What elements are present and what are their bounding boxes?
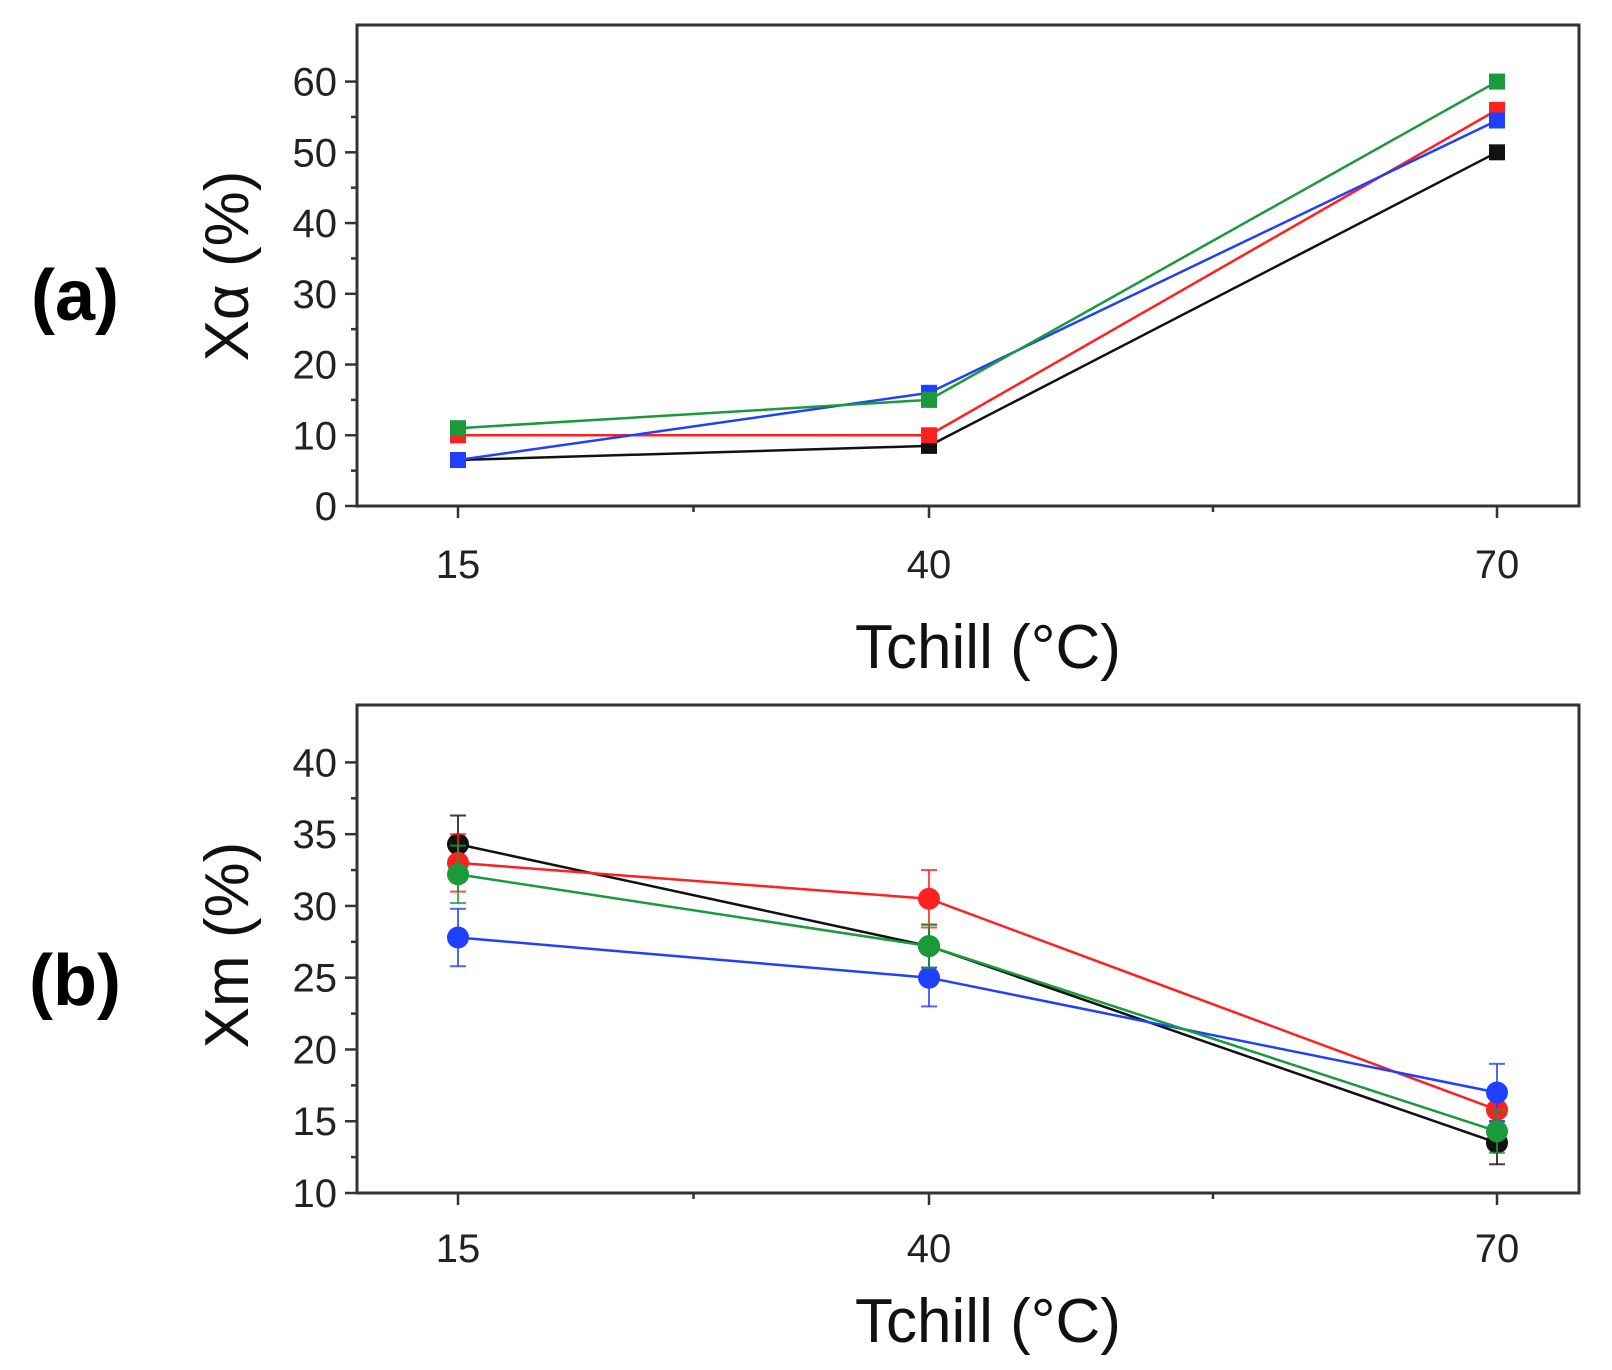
- panel-b: 10 15 20 25 30 35 40 15 40 70 Tchill (°C) Xm (%) (b): [29, 703, 1581, 1356]
- data-point: [921, 391, 937, 408]
- y-tick-label: 20: [293, 344, 338, 388]
- y-tick-label: 0: [315, 485, 337, 529]
- x-tick-label: 40: [907, 543, 952, 587]
- x-tick-label: 70: [1475, 543, 1520, 587]
- series-green: [447, 844, 1508, 1154]
- series-line-red: [458, 108, 1498, 437]
- x-axis-title: Tchill (°C): [855, 613, 1121, 682]
- series-black: [447, 814, 1508, 1166]
- data-point: [1489, 73, 1505, 90]
- series-line-black: [457, 843, 1498, 1144]
- y-tick-label: 60: [293, 61, 338, 105]
- y-tick-label: 40: [293, 741, 338, 785]
- data-point: [450, 420, 466, 437]
- panel-a: 0 10 20 30 40 50 60 15 40 70 Tchill (°C) Xα (%) (a): [31, 23, 1581, 682]
- data-point: [918, 935, 940, 958]
- data-point: [1486, 1081, 1508, 1104]
- y-axis-title: Xm (%): [193, 842, 262, 1049]
- series-line-green: [457, 80, 1498, 430]
- data-point: [918, 887, 940, 910]
- y-tick-label: 20: [293, 1028, 338, 1072]
- data-point: [1489, 112, 1505, 129]
- x-tick-label: 70: [1475, 1227, 1520, 1271]
- plot-frame: [355, 23, 1581, 508]
- y-axis-title: Xα (%): [193, 171, 262, 362]
- y-tick-label: 35: [293, 813, 338, 857]
- y-tick-label: 40: [293, 202, 338, 246]
- x-tick-label: 15: [436, 1227, 481, 1271]
- plot-frame: [355, 703, 1581, 1195]
- y-tick-label: 10: [293, 1172, 338, 1216]
- series-line-green: [457, 873, 1498, 1133]
- data-point: [921, 427, 937, 444]
- series-red: [447, 833, 1508, 1133]
- series-line-blue: [457, 119, 1498, 462]
- data-point: [1489, 144, 1505, 161]
- data-point: [447, 863, 469, 886]
- y-tick-label: 25: [293, 957, 338, 1001]
- x-tick-label: 15: [436, 543, 481, 587]
- data-point: [918, 966, 940, 989]
- data-point: [450, 452, 466, 469]
- data-point: [447, 926, 469, 949]
- x-axis-title: Tchill (°C): [855, 1287, 1121, 1356]
- y-tick-label: 30: [293, 273, 338, 317]
- y-tick-label: 10: [293, 414, 338, 458]
- y-tick-label: 30: [293, 885, 338, 929]
- series-green: [450, 73, 1505, 437]
- y-tick-label: 50: [293, 131, 338, 175]
- series-blue: [447, 907, 1508, 1123]
- y-tick-label: 15: [293, 1100, 338, 1144]
- panel-label: (b): [29, 941, 121, 1021]
- x-tick-label: 40: [907, 1227, 952, 1271]
- series-red: [450, 101, 1505, 444]
- panel-label: (a): [31, 256, 119, 336]
- data-point: [1486, 1120, 1508, 1143]
